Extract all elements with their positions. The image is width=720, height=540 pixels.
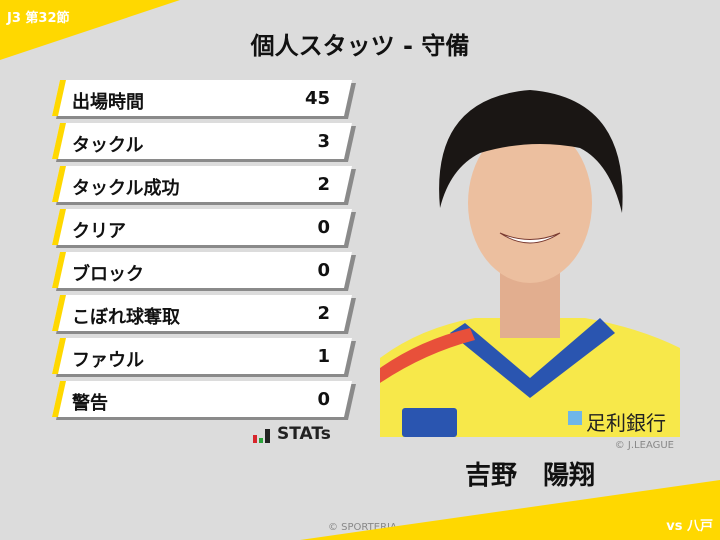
opponent-label: vs 八戸 <box>666 519 713 534</box>
photo-credit: © J.LEAGUE <box>614 440 674 451</box>
row-bar <box>52 381 352 417</box>
row-bar <box>52 209 352 245</box>
row-bar <box>52 80 352 116</box>
stat-row: タックル成功 2 <box>52 166 352 202</box>
round-label: J3 第32節 <box>7 11 70 26</box>
stat-label: クリア <box>72 221 126 242</box>
stat-row: 警告 0 <box>52 381 352 417</box>
stat-value: 0 <box>317 217 330 238</box>
stat-value: 0 <box>317 260 330 281</box>
stat-row: ファウル 1 <box>52 338 352 374</box>
stat-row: タックル 3 <box>52 123 352 159</box>
stat-row: ブロック 0 <box>52 252 352 288</box>
stats-logo: STATs <box>253 426 331 443</box>
logo-text: STATs <box>277 424 331 444</box>
stat-value: 1 <box>317 346 330 367</box>
stat-value: 3 <box>317 131 330 152</box>
stat-label: ブロック <box>72 264 144 285</box>
stat-label: 警告 <box>72 393 108 414</box>
stat-row: こぼれ球奪取 2 <box>52 295 352 331</box>
stat-value: 0 <box>317 389 330 410</box>
stat-label: こぼれ球奪取 <box>72 307 180 328</box>
bar-chart-icon <box>253 429 270 443</box>
stat-label: タックル成功 <box>72 178 180 199</box>
stat-value: 2 <box>317 303 330 324</box>
footer-credit: © SPORTERIA <box>328 522 397 533</box>
stat-label: 出場時間 <box>72 92 144 113</box>
row-bar <box>52 166 352 202</box>
row-bar <box>52 123 352 159</box>
stat-label: タックル <box>72 135 144 156</box>
stat-value: 2 <box>317 174 330 195</box>
stat-row: クリア 0 <box>52 209 352 245</box>
stat-value: 45 <box>304 88 330 109</box>
row-bar <box>52 338 352 374</box>
page-title: 個人スタッツ - 守備 <box>250 32 470 60</box>
stat-label: ファウル <box>72 350 144 371</box>
row-bar <box>52 295 352 331</box>
player-photo: 足利銀行 <box>380 78 680 437</box>
sponsor-text: 足利銀行 <box>586 411 666 435</box>
row-bar <box>52 252 352 288</box>
stat-row: 出場時間 45 <box>52 80 352 116</box>
player-name: 吉野 陽翔 <box>464 461 595 491</box>
